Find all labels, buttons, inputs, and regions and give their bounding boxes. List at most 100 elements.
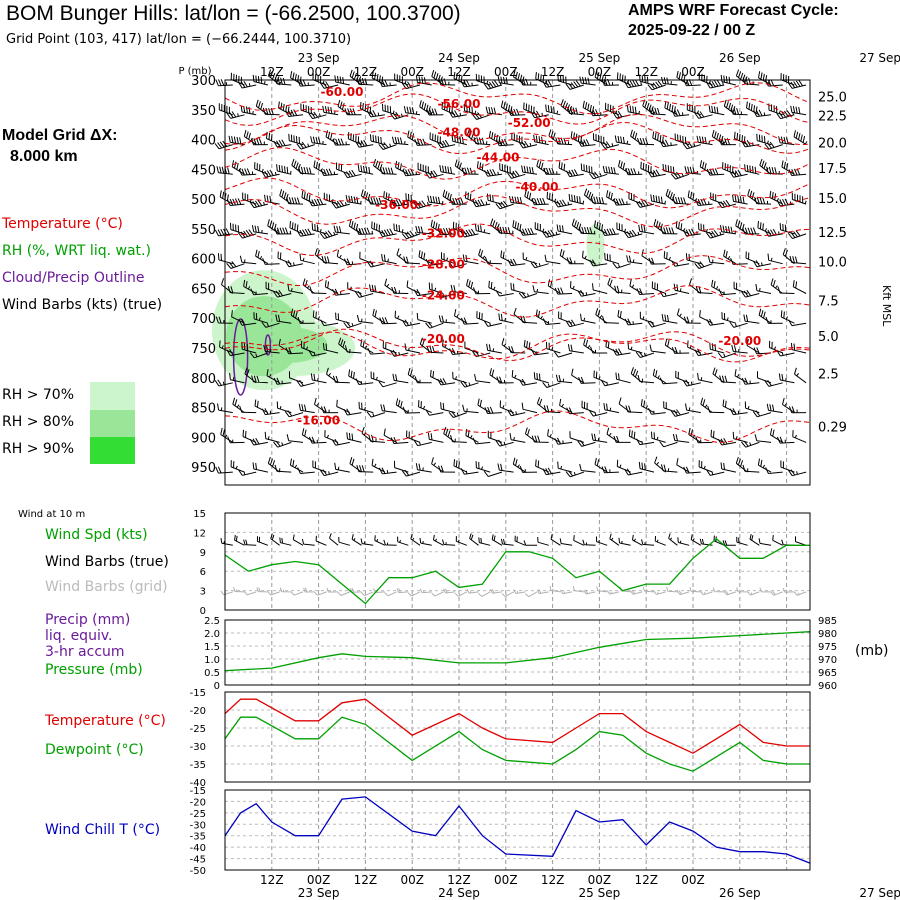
barb-stroke: [660, 464, 678, 473]
barb-stroke: [491, 534, 503, 546]
wind-barb: [741, 289, 760, 298]
barb-stroke: [647, 169, 666, 178]
barb-stroke: [682, 228, 701, 237]
barb-stroke: [487, 193, 503, 205]
wind-barb: [356, 77, 374, 86]
wind-barb: [319, 469, 339, 477]
pressure-frame: [224, 619, 811, 686]
barb-stroke: [764, 228, 783, 237]
wind-barb: [593, 370, 608, 384]
wind-barb: [390, 111, 409, 120]
barb-stroke: [230, 222, 245, 235]
barb-stroke: [617, 309, 631, 324]
wind-barb: [394, 460, 409, 473]
wind-barb: [392, 373, 409, 384]
barb-stroke: [788, 319, 807, 327]
wind-barb: [266, 369, 280, 384]
wind10m-barb: [668, 533, 678, 546]
legend-rh90-label: RH > 90%: [2, 441, 75, 457]
barb-stroke: [507, 258, 526, 267]
barb-stroke: [249, 437, 268, 446]
barb-stroke: [367, 109, 385, 118]
height-tick-label: 22.5: [818, 110, 847, 125]
wind-barb: [425, 258, 444, 266]
top-hour-label: 00Z: [400, 65, 424, 79]
barb-stroke: [414, 376, 432, 384]
barb-stroke: [469, 533, 479, 546]
wind10m-grid-barb: [676, 590, 690, 596]
wind-barb: [214, 140, 233, 150]
barb-stroke: [500, 250, 514, 265]
barb-stroke: [590, 196, 608, 205]
barb-stroke: [618, 159, 631, 175]
barb-stroke: [729, 169, 748, 178]
wind-barb: [298, 166, 315, 175]
wind-barb: [297, 316, 315, 324]
wind10m-grid-barb: [431, 591, 444, 597]
barb-stroke: [741, 139, 760, 148]
precip-label: Precip (mm): [45, 612, 131, 628]
wind-barb: [296, 141, 315, 150]
barb-stroke: [297, 316, 315, 324]
temperature-ytick-label: -30: [190, 742, 206, 753]
barb-stroke: [603, 403, 620, 414]
wind-barb: [779, 223, 795, 235]
wind10m-grid-barb: [489, 588, 502, 594]
barb-stroke: [249, 199, 269, 209]
barb-stroke: [333, 225, 350, 235]
wind-barb: [580, 163, 596, 175]
barb-stroke: [220, 590, 233, 596]
barb-stroke: [718, 138, 736, 146]
barb-stroke: [279, 587, 292, 593]
barb-stroke: [569, 431, 584, 443]
wind-barb: [465, 428, 479, 443]
barb-stroke: [320, 319, 339, 327]
barb-stroke: [296, 379, 315, 387]
barb-stroke: [694, 261, 713, 269]
barb-stroke: [555, 374, 573, 384]
barb-stroke: [557, 461, 573, 473]
wind-barb: [367, 197, 385, 205]
wind-barb: [461, 167, 479, 175]
barb-stroke: [654, 456, 667, 473]
wind-barb: [683, 466, 701, 474]
wind-barb: [685, 253, 701, 265]
wind-chill-label: Wind Chill T (°C): [45, 822, 161, 838]
barb-stroke: [332, 138, 350, 146]
pressure-tick-label: 450: [191, 163, 216, 178]
wind-barb: [335, 312, 350, 324]
wind-barb: [612, 348, 631, 356]
barb-stroke: [275, 314, 292, 324]
wind10m-barb: [383, 539, 397, 546]
wind10m-barb: [329, 533, 339, 546]
wind-barb: [413, 200, 432, 209]
wind-barb: [732, 194, 748, 205]
wind-barb: [243, 129, 257, 146]
barb-stroke: [642, 99, 656, 116]
barb-stroke: [413, 200, 432, 209]
wind-barb: [577, 289, 596, 297]
wind-barb: [344, 345, 362, 354]
temperature-contour: [224, 328, 811, 361]
wind-barb: [448, 411, 467, 418]
wind-barb: [289, 221, 304, 235]
barb-stroke: [741, 377, 760, 385]
wind-barb: [718, 288, 736, 296]
wind-barb: [477, 398, 491, 414]
wind10m-barb: [573, 535, 585, 546]
wind-barb: [331, 438, 350, 446]
barb-stroke: [625, 405, 643, 414]
barb-stroke: [255, 249, 269, 265]
wind-barb: [606, 190, 620, 205]
wind-barb: [278, 101, 293, 116]
wind-barb: [730, 258, 748, 265]
wind-barb: [230, 222, 245, 235]
wind-barb: [683, 316, 701, 324]
barb-stroke: [511, 370, 526, 384]
barb-stroke: [607, 277, 620, 294]
wind-barb: [511, 370, 526, 384]
wind-barb: [238, 469, 257, 476]
wind-barb: [555, 374, 573, 384]
pressure-tick-label: 350: [191, 104, 216, 119]
barb-stroke: [659, 290, 678, 298]
